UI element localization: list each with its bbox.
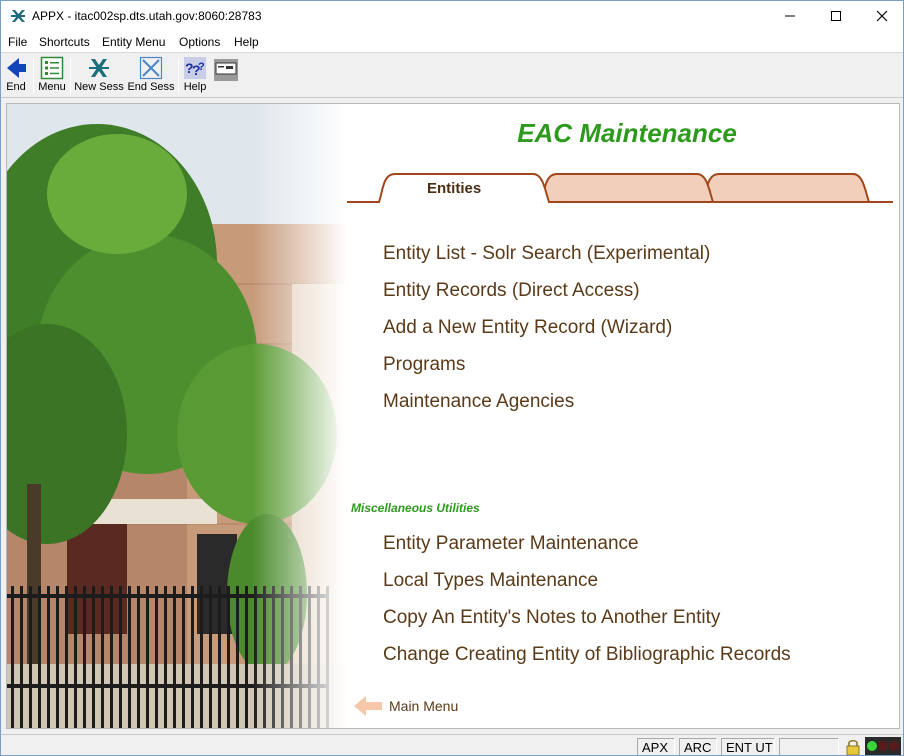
tab-3[interactable] — [709, 172, 869, 202]
status-app: APX — [637, 738, 675, 755]
end-label: End — [6, 81, 26, 93]
tab-shapes — [347, 173, 893, 203]
menu-bar: File Shortcuts Entity Menu Options Help — [1, 31, 903, 53]
title-bar[interactable]: APPX - itac002sp.dts.utah.gov:8060:28783 — [1, 1, 903, 31]
content-area: EAC Maintenance Entities Entity List - S… — [6, 103, 900, 729]
keyboard-icon — [214, 59, 238, 81]
menu-help[interactable]: Help — [234, 35, 259, 49]
minimize-icon — [785, 15, 795, 17]
end-button[interactable]: End — [4, 56, 28, 96]
keyboard-button[interactable] — [213, 56, 239, 96]
help-icon: ? ? ? — [184, 57, 206, 79]
link-local-types-maintenance[interactable]: Local Types Maintenance — [383, 570, 599, 591]
end-session-icon — [139, 56, 163, 80]
link-add-entity-record[interactable]: Add a New Entity Record (Wizard) — [383, 317, 673, 338]
menu-list-icon — [40, 56, 64, 80]
svg-text:?: ? — [185, 60, 194, 76]
tab-bar: Entities — [345, 170, 895, 204]
maximize-icon — [831, 11, 841, 21]
help-button[interactable]: ? ? ? Help — [182, 56, 208, 96]
link-maintenance-agencies[interactable]: Maintenance Agencies — [383, 391, 575, 412]
end-session-button[interactable]: End Sess — [127, 56, 175, 96]
menu-options[interactable]: Options — [179, 35, 221, 49]
link-change-creating-entity[interactable]: Change Creating Entity of Bibliographic … — [383, 644, 791, 665]
new-session-button[interactable]: New Sess — [74, 56, 124, 96]
minimize-button[interactable] — [767, 1, 813, 31]
link-entity-list-solr-search[interactable]: Entity List - Solr Search (Experimental) — [383, 243, 711, 264]
arrow-left-icon — [354, 696, 382, 716]
toolbar-separator — [70, 58, 71, 94]
close-button[interactable] — [859, 1, 903, 31]
new-session-icon — [89, 59, 109, 77]
status-lights-icon — [865, 737, 901, 755]
menu-shortcuts[interactable]: Shortcuts — [39, 35, 90, 49]
menu-entity-menu[interactable]: Entity Menu — [102, 35, 166, 49]
help-label: Help — [183, 81, 207, 93]
main-menu-link[interactable]: Main Menu — [353, 694, 458, 718]
building-photo — [7, 104, 347, 728]
status-bar: APX ARC ENT UT — [1, 734, 903, 755]
back-arrow-icon — [7, 58, 26, 78]
toolbar: End Menu New Sess End Sess — [1, 54, 903, 98]
menu-label: Menu — [38, 81, 66, 93]
toolbar-separator — [33, 58, 34, 94]
svg-text:?: ? — [198, 61, 205, 73]
link-copy-entity-notes[interactable]: Copy An Entity's Notes to Another Entity — [383, 607, 721, 628]
close-icon — [876, 10, 888, 22]
menu-file[interactable]: File — [8, 35, 28, 49]
toolbar-separator — [178, 58, 179, 94]
appx-logo-icon — [11, 10, 25, 22]
menu-button[interactable]: Menu — [37, 56, 67, 96]
link-entity-records[interactable]: Entity Records (Direct Access) — [383, 280, 640, 301]
svg-text:?: ? — [192, 62, 201, 78]
link-programs[interactable]: Programs — [383, 354, 466, 375]
main-menu-label: Main Menu — [389, 698, 459, 714]
status-database: ARC — [679, 738, 717, 755]
status-process: ENT UT — [721, 738, 775, 755]
maximize-button[interactable] — [813, 1, 859, 31]
tab-entities[interactable]: Entities — [427, 180, 482, 197]
status-blank — [779, 738, 839, 755]
tab-2[interactable] — [545, 172, 705, 202]
new-sess-label: New Sess — [74, 81, 124, 93]
end-sess-label: End Sess — [127, 81, 175, 93]
window-title: APPX - itac002sp.dts.utah.gov:8060:28783 — [32, 9, 262, 23]
lock-icon — [846, 739, 860, 755]
page-title: EAC Maintenance — [517, 118, 737, 148]
link-entity-parameter-maintenance[interactable]: Entity Parameter Maintenance — [383, 533, 639, 554]
misc-utilities-heading: Miscellaneous Utilities — [351, 501, 480, 515]
